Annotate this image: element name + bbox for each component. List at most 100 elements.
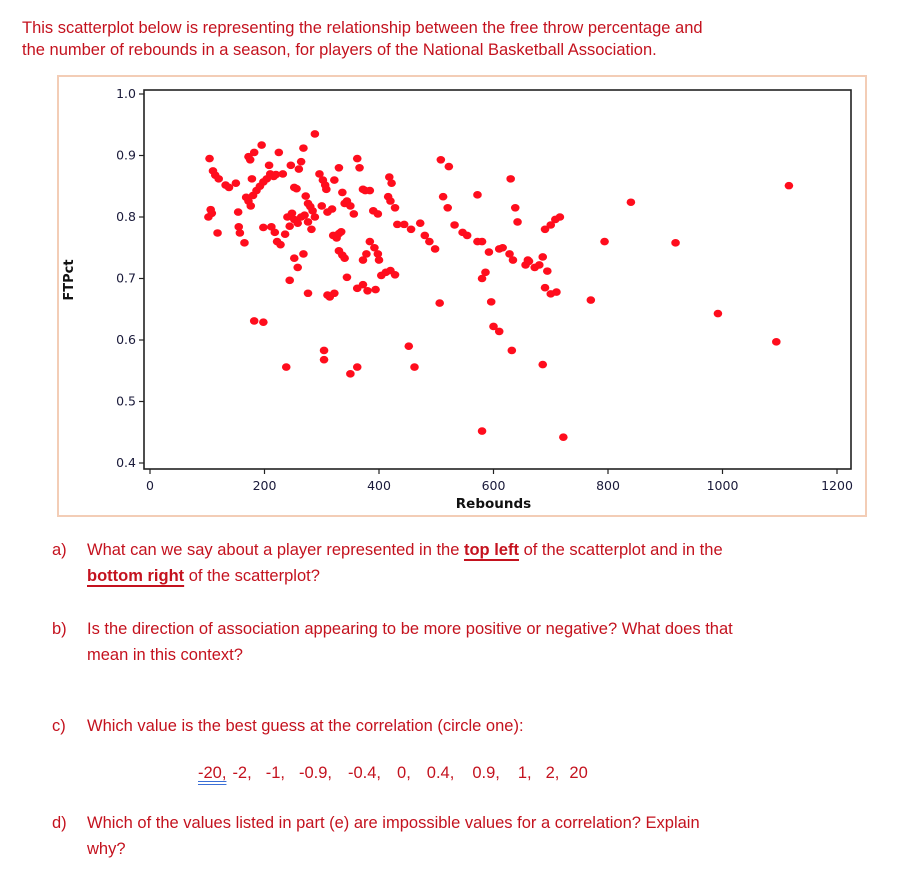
data-point [371,285,380,294]
data-point [287,209,297,218]
y-tick-label: 0.9 [116,148,136,163]
data-point [559,433,568,441]
data-point [245,156,255,164]
data-point [235,229,245,237]
data-point [352,284,362,293]
data-point [507,346,517,355]
x-tick-label: 1000 [707,478,739,493]
y-tick-label: 0.6 [116,332,136,347]
data-point [393,220,402,229]
x-axis-label: Rebounds [456,496,531,512]
data-point [484,248,494,256]
correlation-option[interactable]: 2, [545,764,560,782]
correlation-option[interactable]: 1, [517,764,532,782]
data-point [292,184,301,193]
data-point [363,287,372,295]
question-d-label: d) [52,814,67,832]
y-tick-label: 0.7 [116,271,136,286]
data-point [385,173,394,181]
question-a-text-pre: What can we say about a player represent… [87,541,464,559]
correlation-option[interactable]: -1, [265,764,285,782]
data-point [415,219,425,227]
emphasis-top-left: top left [463,541,519,559]
question-d-line-1: Which of the values listed in part (e) a… [87,814,700,832]
correlation-option[interactable]: 0, [397,764,411,782]
data-point [373,210,383,218]
data-point [540,225,550,234]
data-point [293,263,303,272]
data-point [373,250,383,258]
data-point [278,170,288,178]
x-tick-label: 400 [367,478,391,493]
x-tick-label: 600 [482,478,506,493]
y-tick-label: 0.4 [116,455,136,470]
correlation-option[interactable]: -0.4, [348,764,382,782]
data-point [489,322,498,331]
data-point [425,237,434,246]
data-point [233,208,243,216]
data-point [481,268,490,277]
data-point [524,257,534,266]
data-point [352,154,362,163]
x-tick-label: 1200 [821,478,853,493]
data-point [231,179,241,187]
plot-area [143,89,852,470]
data-point [540,283,550,292]
data-point [338,188,347,197]
y-tick-label: 0.5 [116,394,136,409]
data-point [430,245,440,253]
y-tick-label: 0.8 [116,209,136,224]
data-point [327,205,337,213]
data-point [296,157,306,166]
question-a-text-post: of the scatterplot? [184,567,320,585]
data-point [477,427,487,435]
correlation-option[interactable]: -20, [198,764,227,782]
question-a-label: a) [52,541,67,559]
data-point [346,202,355,210]
data-point [319,355,329,364]
data-point [281,363,291,371]
correlation-option[interactable]: 0.4, [426,764,455,782]
data-point [370,243,379,252]
data-point [552,288,561,296]
data-point [214,175,223,183]
question-b-line-2: mean in this context? [87,646,243,664]
correlation-option[interactable]: 0.9, [472,764,500,782]
data-point [374,256,384,264]
data-point [285,276,294,285]
data-point [240,239,249,247]
data-point [267,223,276,231]
data-point [494,327,504,336]
data-point [410,363,419,371]
correlation-option[interactable]: -2, [232,764,252,782]
correlation-option[interactable]: 20 [569,764,588,782]
intro-line-2: the number of rebounds in a season, for … [22,41,657,59]
data-point [249,317,259,325]
data-point [390,203,400,212]
data-point [310,213,320,221]
data-point [671,239,680,247]
data-point [399,220,409,229]
data-point [300,211,309,219]
data-point [301,192,311,200]
question-d-line-2: why? [87,840,126,858]
data-point [280,230,290,239]
x-tick-label: 0 [146,478,154,493]
data-point [506,175,515,183]
data-point [307,225,316,234]
data-point [626,198,636,207]
data-point [486,298,496,306]
correlation-option[interactable]: -0.9, [298,764,332,782]
data-point [274,148,284,157]
data-point [224,183,234,192]
data-point [349,210,359,218]
data-point [510,203,520,212]
data-point [213,229,222,237]
data-point [555,213,565,221]
data-point [234,223,244,231]
data-point [535,261,544,269]
data-point [600,237,609,246]
data-point [513,218,522,226]
data-point [206,205,215,214]
data-point [387,179,396,187]
